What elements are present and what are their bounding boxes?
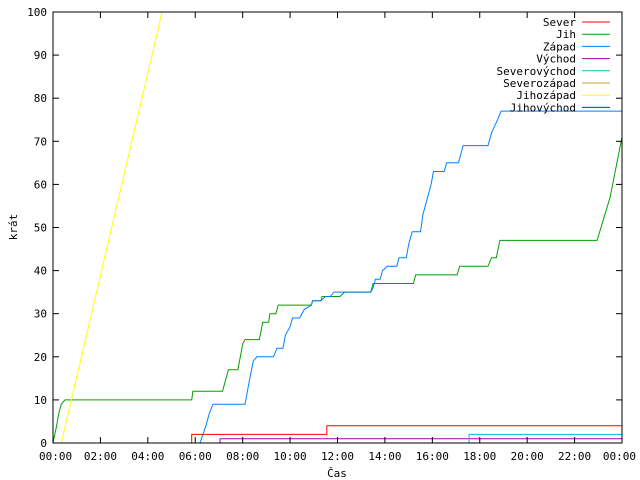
y-tick-label: 60 (34, 178, 47, 191)
y-tick-label: 90 (34, 49, 47, 62)
legend: SeverJihZápadVýchodSeverovýchodSeverozáp… (497, 16, 610, 114)
tick-layer: 0 10 20 30 40 50 60 70 80 90 100 00:00 02:00 04:00 06:… (27, 6, 636, 463)
y-axis-label: krát (7, 214, 20, 241)
legend-label: Sever (543, 16, 576, 29)
y-tick-label: 0 (40, 437, 47, 450)
y-tick-label: 70 (34, 135, 47, 148)
legend-label: Jihozápad (516, 89, 576, 102)
y-tick-label: 50 (34, 222, 47, 235)
x-tick-label: 00:00 (39, 450, 72, 463)
series-line-3 (199, 110, 622, 443)
legend-label: Severozápad (503, 77, 576, 90)
x-tick-label: 14:00 (368, 450, 401, 463)
series-line-1 (191, 425, 622, 443)
x-tick-label: 10:00 (274, 450, 307, 463)
legend-label: Východ (536, 53, 576, 66)
x-tick-label: 04:00 (131, 450, 164, 463)
y-tick-label: 30 (34, 308, 47, 321)
y-tick-label: 80 (34, 92, 47, 105)
series-line-7 (60, 12, 163, 443)
x-tick-label: 12:00 (321, 450, 354, 463)
series-line-5 (468, 433, 622, 443)
x-tick-label: 16:00 (416, 450, 449, 463)
y-tick-label: 10 (34, 394, 47, 407)
y-tick-label: 20 (34, 351, 47, 364)
x-tick-label: 08:00 (226, 450, 259, 463)
x-tick-label: 18:00 (463, 450, 496, 463)
legend-label: Severovýchod (497, 65, 576, 78)
x-axis-label: Čas (327, 467, 347, 480)
x-tick-label: 20:00 (511, 450, 544, 463)
x-tick-label: 00:00 (603, 450, 636, 463)
x-tick-label: 02:00 (84, 450, 117, 463)
legend-label: Západ (543, 40, 576, 53)
legend-label: Jih (556, 28, 576, 41)
series-line-4 (219, 438, 622, 443)
legend-label: Jihovýchod (510, 101, 576, 114)
y-tick-label: 100 (27, 6, 47, 19)
series-line-2 (53, 136, 622, 443)
x-tick-label: 06:00 (179, 450, 212, 463)
y-tick-label: 40 (34, 265, 47, 278)
x-tick-label: 22:00 (558, 450, 591, 463)
series-layer (53, 12, 622, 443)
